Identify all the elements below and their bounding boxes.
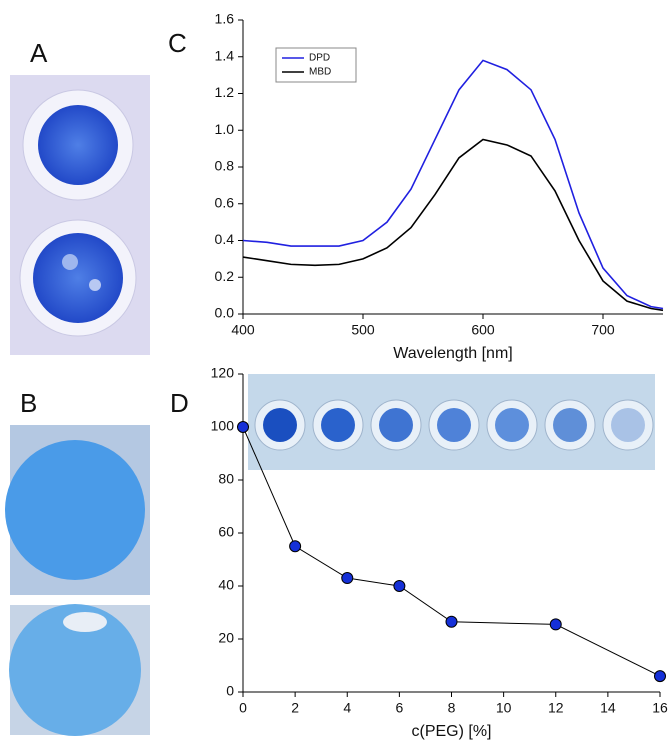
point [393,580,406,592]
well-fill [611,408,645,442]
point [289,540,302,553]
x-axis-label: c(PEG) [%] [411,723,491,740]
y-tick-label: 0.6 [215,194,235,210]
panel-label: B [20,388,37,418]
x-axis-label: Wavelength [nm] [393,345,512,362]
x-tick-label: 400 [231,322,255,338]
well-fill [553,408,587,442]
y-tick-label: 60 [218,524,234,540]
y-tick-label: 0.0 [215,305,235,321]
x-tick-label: 8 [448,700,456,716]
y-tick-label: 40 [218,577,234,593]
point [341,572,354,585]
y-tick-label: 0 [226,683,234,699]
x-tick-label: 2 [291,700,299,716]
legend-label: DPD [309,53,330,64]
photo-a [10,75,150,355]
panel-label: D [170,388,189,418]
x-tick-label: 4 [343,700,351,716]
well-fill [263,408,297,442]
y-tick-label: 1.0 [215,121,235,137]
legend-box [275,47,357,83]
well-fill [495,408,529,442]
x-tick-label: 16 [652,700,668,716]
line [242,138,664,312]
x-tick-label: 12 [548,700,564,716]
panel-label: A [30,38,48,68]
x-tick-label: 10 [496,700,512,716]
y-tick-label: 120 [211,365,235,381]
well-fill [379,408,413,442]
point [549,618,562,631]
y-tick-label: 0.8 [215,158,235,174]
y-tick-label: 0.2 [215,268,235,284]
photo-b [5,425,150,736]
y-tick-label: 20 [218,630,234,646]
x-tick-label: 0 [239,700,247,716]
y-tick-label: 1.2 [215,84,235,100]
x-tick-label: 500 [351,322,375,338]
point [654,670,666,683]
y-tick-label: 1.6 [215,11,235,27]
x-tick-label: 700 [591,322,615,338]
y-tick-label: 0.4 [215,231,235,247]
x-tick-label: 14 [600,700,616,716]
y-tick-label: 100 [211,418,235,434]
well-fill [321,408,355,442]
point [445,615,458,628]
x-tick-label: 600 [471,322,495,338]
point [237,421,249,433]
well-fill [437,408,471,442]
panel-label: C [168,28,187,58]
y-tick-label: 80 [218,471,234,487]
y-tick-label: 1.4 [215,47,235,63]
x-tick-label: 6 [395,700,403,716]
line [242,59,664,310]
legend-label: MBD [309,67,331,78]
